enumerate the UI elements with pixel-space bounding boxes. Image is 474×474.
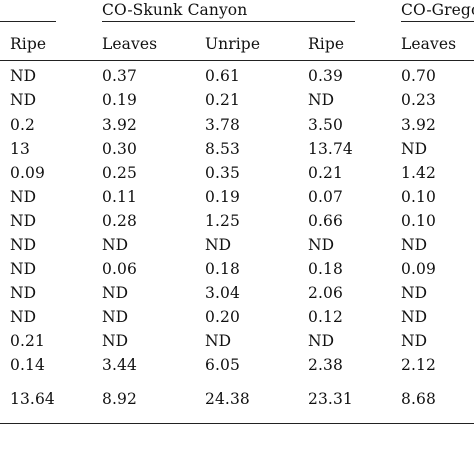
table-cell: 0.09 <box>401 260 436 278</box>
table-cell: ND <box>102 308 129 326</box>
table-cell: ND <box>10 260 37 278</box>
table-cell: 1.25 <box>205 212 240 230</box>
table-cell: ND <box>401 332 428 350</box>
table-cell: 3.92 <box>102 116 137 134</box>
table-cell: 0.21 <box>205 91 240 109</box>
table-cell: ND <box>308 236 335 254</box>
table-cell: 0.19 <box>205 188 240 206</box>
table-cell: 0.61 <box>205 67 240 85</box>
table-cell: 0.07 <box>308 188 343 206</box>
group-header-co-grego: CO-Grego <box>401 1 474 19</box>
table-cell: ND <box>401 140 428 158</box>
table-cell: 0.14 <box>10 356 45 374</box>
table-cell: 24.38 <box>205 390 250 408</box>
column-header: Ripe <box>10 35 47 53</box>
table-cell: ND <box>401 284 428 302</box>
table-cell: 13.64 <box>10 390 55 408</box>
table-cell: 0.39 <box>308 67 343 85</box>
table-cell: ND <box>205 332 232 350</box>
table-cell: ND <box>10 91 37 109</box>
table-cell: 13.74 <box>308 140 353 158</box>
column-header: Leaves <box>401 35 457 53</box>
column-header: Leaves <box>102 35 158 53</box>
table-cell: 0.28 <box>102 212 137 230</box>
column-header: Ripe <box>308 35 345 53</box>
table-cell: ND <box>102 332 129 350</box>
table-cell: 8.68 <box>401 390 436 408</box>
table-cell: 3.78 <box>205 116 240 134</box>
table-cell: 0.21 <box>308 164 343 182</box>
table-cell: 0.70 <box>401 67 436 85</box>
table-cell: 0.18 <box>205 260 240 278</box>
table-cell: 3.92 <box>401 116 436 134</box>
group-rule-left <box>0 21 56 22</box>
table-cell: ND <box>10 236 37 254</box>
table-cell: 0.10 <box>401 212 436 230</box>
table-cell: 0.18 <box>308 260 343 278</box>
table-cell: 0.37 <box>102 67 137 85</box>
table-cell: ND <box>205 236 232 254</box>
table-cell: 0.06 <box>102 260 137 278</box>
table-cell: ND <box>102 236 129 254</box>
table-cell: ND <box>308 332 335 350</box>
table-cell: 0.21 <box>10 332 45 350</box>
table-cell: 3.04 <box>205 284 240 302</box>
table-cell: ND <box>401 236 428 254</box>
table-cell: ND <box>10 212 37 230</box>
table-cell: 2.12 <box>401 356 436 374</box>
header-rule <box>0 60 474 62</box>
table-cell: 6.05 <box>205 356 240 374</box>
group-header-skunk-canyon: CO-Skunk Canyon <box>102 1 248 19</box>
table-cell: 0.11 <box>102 188 137 206</box>
table-cell: 2.38 <box>308 356 343 374</box>
table-cell: ND <box>10 308 37 326</box>
table-cell: 23.31 <box>308 390 353 408</box>
table-cell: 8.53 <box>205 140 240 158</box>
table-cell: ND <box>10 284 37 302</box>
column-header: Unripe <box>205 35 261 53</box>
table-cell: 0.25 <box>102 164 137 182</box>
table-cell: 0.10 <box>401 188 436 206</box>
table-cell: 13 <box>10 140 30 158</box>
table-cell: 0.2 <box>10 116 35 134</box>
table-cell: ND <box>10 188 37 206</box>
table-cell: 0.20 <box>205 308 240 326</box>
table-bottom-rule <box>0 423 474 425</box>
table-cell: 1.42 <box>401 164 436 182</box>
table-cell: ND <box>10 67 37 85</box>
table-cell: ND <box>401 308 428 326</box>
table-cell: 0.19 <box>102 91 137 109</box>
table-cell: 0.66 <box>308 212 343 230</box>
table-cell: 0.23 <box>401 91 436 109</box>
table-cell: 2.06 <box>308 284 343 302</box>
table-cell: 0.09 <box>10 164 45 182</box>
table-cell: ND <box>308 91 335 109</box>
table-cell: ND <box>102 284 129 302</box>
table-cell: 0.35 <box>205 164 240 182</box>
group-rule-skunk-canyon <box>102 21 355 22</box>
table-cell: 0.30 <box>102 140 137 158</box>
table-cell: 3.44 <box>102 356 137 374</box>
group-rule-co-grego <box>401 21 474 22</box>
table-cell: 0.12 <box>308 308 343 326</box>
table-cell: 3.50 <box>308 116 343 134</box>
table-cell: 8.92 <box>102 390 137 408</box>
